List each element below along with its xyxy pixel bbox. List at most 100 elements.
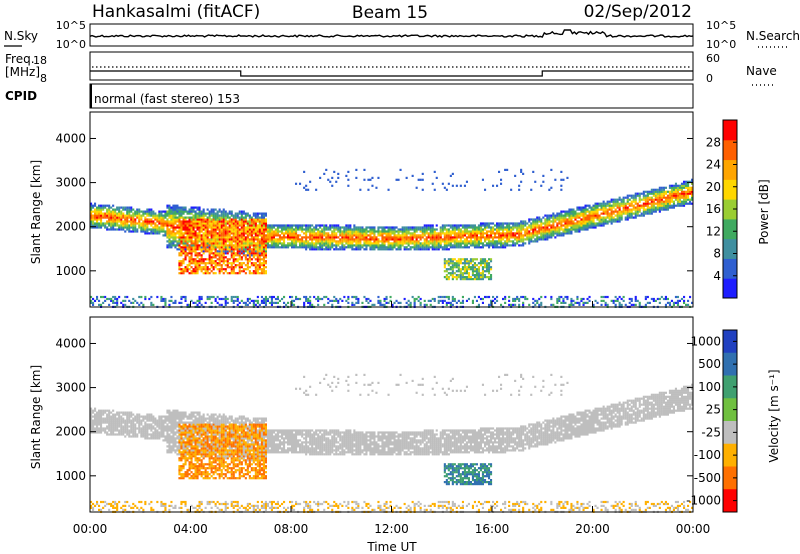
power-cell xyxy=(548,230,551,233)
power-cell xyxy=(238,254,241,257)
power-cell xyxy=(198,212,201,215)
power-cell xyxy=(214,230,217,233)
power-cell xyxy=(246,228,249,231)
power-cell xyxy=(150,218,153,221)
power-cell xyxy=(484,228,487,231)
power-cell xyxy=(168,232,171,235)
power-cell xyxy=(473,232,476,235)
power-cell xyxy=(590,222,593,225)
power-cell xyxy=(399,238,402,241)
power-cell xyxy=(564,210,567,213)
power-cell xyxy=(196,268,199,271)
power-cell xyxy=(490,268,493,271)
power-cell xyxy=(152,220,155,223)
power-cell xyxy=(486,242,489,245)
power-cell xyxy=(210,266,213,269)
power-cell xyxy=(196,246,199,249)
power-cell xyxy=(238,272,241,275)
power-cell xyxy=(222,218,225,221)
power-cell xyxy=(112,212,115,215)
power-cell xyxy=(475,270,478,273)
power-cell xyxy=(441,246,444,249)
power-cell xyxy=(297,224,300,227)
power-cell xyxy=(355,234,358,237)
power-cell xyxy=(377,246,380,249)
power-cell xyxy=(433,236,436,239)
power-cell xyxy=(691,182,694,185)
power-cell xyxy=(319,176,322,179)
power-cell xyxy=(236,226,239,229)
power-cell xyxy=(104,222,107,225)
power-cell xyxy=(198,264,201,267)
power-cell xyxy=(548,234,551,237)
power-cell xyxy=(172,212,175,215)
power-cell xyxy=(285,232,288,235)
power-cell xyxy=(514,232,517,235)
power-cell xyxy=(594,299,597,302)
power-cell xyxy=(520,236,523,239)
power-cell xyxy=(252,212,255,215)
power-cell xyxy=(196,206,199,209)
power-y-tick-label: 1000 xyxy=(55,264,86,278)
power-cell xyxy=(447,260,450,263)
power-cell xyxy=(488,246,491,249)
power-cell xyxy=(309,242,312,245)
power-cell xyxy=(407,228,410,231)
power-cell xyxy=(687,303,690,306)
power-cell xyxy=(301,236,304,239)
power-cell xyxy=(160,295,163,299)
power-cell xyxy=(467,240,470,243)
power-cell xyxy=(423,226,426,229)
power-cell xyxy=(504,246,507,249)
power-cell xyxy=(496,184,499,187)
power-cell xyxy=(397,248,400,251)
power-cell xyxy=(343,240,346,243)
power-cell xyxy=(331,234,334,237)
power-cell xyxy=(166,204,169,207)
power-cell xyxy=(266,236,269,239)
power-cell xyxy=(371,303,374,306)
power-cell xyxy=(114,210,117,213)
power-cell xyxy=(546,222,549,225)
power-cell xyxy=(459,246,462,249)
power-cell xyxy=(479,246,482,249)
power-cell xyxy=(522,172,525,175)
power-cell xyxy=(357,230,360,233)
power-cell xyxy=(588,299,591,302)
power-cell xyxy=(136,214,139,217)
power-cell xyxy=(174,226,177,229)
power-cell xyxy=(198,301,201,304)
power-cell xyxy=(341,232,344,235)
power-cell xyxy=(405,238,408,241)
power-cell xyxy=(244,301,247,304)
power-cell xyxy=(178,301,181,304)
power-cell xyxy=(453,264,456,267)
power-cell xyxy=(632,216,635,219)
power-cell xyxy=(445,238,448,241)
power-cell xyxy=(232,248,235,251)
power-cell xyxy=(473,276,476,279)
power-cell xyxy=(242,224,245,227)
power-cell xyxy=(634,208,637,211)
power-cell xyxy=(441,226,444,229)
power-cell xyxy=(144,220,147,223)
power-cell xyxy=(441,232,444,235)
power-cell xyxy=(471,240,474,243)
power-cell xyxy=(254,244,257,247)
power-cell xyxy=(546,236,549,239)
power-cell xyxy=(459,258,462,261)
power-cell xyxy=(622,210,625,213)
power-cell xyxy=(150,295,153,299)
power-cell xyxy=(544,295,547,299)
power-cell xyxy=(413,299,416,302)
power-cell xyxy=(562,218,565,221)
power-cell xyxy=(359,230,362,233)
power-cell xyxy=(206,230,209,233)
power-cell xyxy=(648,192,651,195)
power-cell xyxy=(178,232,181,235)
power-cell xyxy=(407,248,410,251)
power-cell xyxy=(242,212,245,215)
power-cell xyxy=(307,188,310,191)
power-cell xyxy=(106,222,109,225)
power-cell xyxy=(504,297,507,301)
